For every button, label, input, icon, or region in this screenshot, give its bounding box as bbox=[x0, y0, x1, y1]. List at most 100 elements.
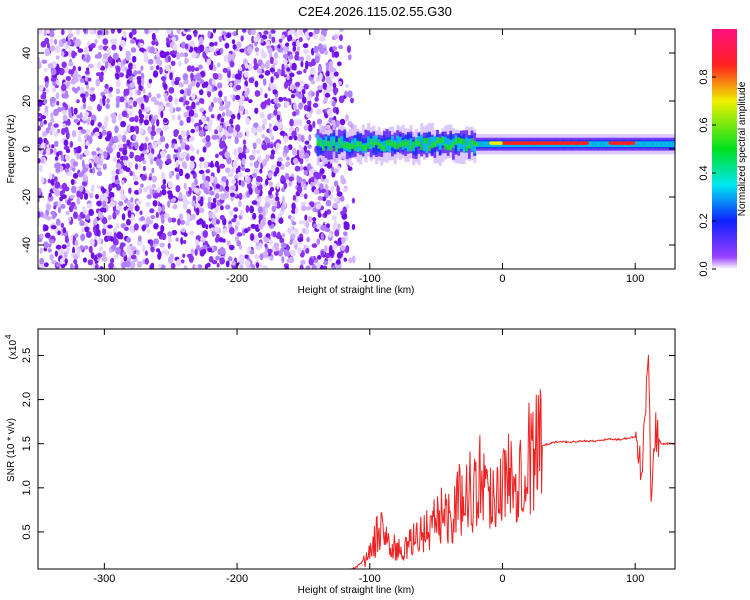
spectrogram-cell bbox=[375, 139, 379, 155]
spectrogram-cell bbox=[266, 98, 271, 104]
spectrogram-cell bbox=[84, 226, 89, 233]
spectrogram-cell bbox=[250, 223, 257, 229]
spectrogram-cell bbox=[147, 127, 152, 134]
spectrogram-cell bbox=[78, 217, 82, 222]
spectrogram-cell bbox=[343, 132, 347, 147]
spectrogram-cell bbox=[288, 34, 293, 42]
spectrogram-cell bbox=[299, 165, 304, 172]
spectrogram-cell bbox=[251, 200, 258, 205]
spectrogram-cell bbox=[269, 67, 275, 73]
spectrogram-cell bbox=[48, 243, 52, 248]
spectrogram-cell bbox=[156, 119, 160, 127]
spectrogram-cell bbox=[171, 114, 176, 121]
spectrogram-cell bbox=[238, 192, 243, 201]
spectrogram-cell bbox=[38, 137, 43, 145]
spectrogram-cell bbox=[292, 102, 297, 111]
spectrogram-cell bbox=[225, 109, 231, 117]
spectrogram-cell bbox=[112, 227, 118, 234]
spectrogram-cell bbox=[238, 200, 242, 208]
spectrogram-cell bbox=[286, 75, 290, 81]
spectrogram-cell bbox=[167, 200, 171, 208]
spectrogram-cell bbox=[161, 204, 165, 213]
spectrogram-cell bbox=[264, 243, 268, 248]
spectrogram-cell bbox=[107, 56, 113, 64]
spectrogram-cell bbox=[189, 230, 195, 236]
spectrogram-cell bbox=[90, 87, 95, 92]
spectrogram-cell bbox=[196, 244, 200, 251]
spectrogram-cell bbox=[213, 96, 218, 103]
spectrogram-cell bbox=[181, 195, 187, 200]
spectrogram-cell bbox=[297, 246, 302, 254]
spectrogram-cell bbox=[170, 60, 176, 67]
spectrogram-cell bbox=[64, 186, 70, 192]
spectrogram-cell bbox=[288, 256, 295, 264]
colorbar-tick-label: 0.4 bbox=[698, 165, 710, 180]
spectrogram-cell bbox=[186, 34, 192, 41]
spectrogram-cell bbox=[156, 93, 162, 99]
spectrogram-cell bbox=[212, 197, 217, 204]
spectrogram-cell bbox=[194, 67, 200, 72]
spectrogram-cell bbox=[305, 54, 312, 61]
spectrogram-cell bbox=[206, 90, 212, 98]
spectrogram-cell bbox=[70, 185, 77, 194]
spectrogram-cell bbox=[203, 180, 210, 185]
spectrogram-cell bbox=[61, 189, 66, 194]
spectrogram-cell bbox=[311, 243, 318, 248]
spectrogram-cell bbox=[351, 223, 356, 230]
spectrogram-cell bbox=[656, 141, 660, 148]
spectrogram-cell bbox=[88, 159, 93, 165]
spectrogram-cell bbox=[277, 44, 281, 49]
spectrogram-cell bbox=[248, 154, 255, 161]
spectrogram-cell bbox=[227, 256, 233, 262]
spectrogram-cell bbox=[214, 236, 220, 243]
spectrogram-cell bbox=[306, 95, 312, 102]
spectrogram-cell bbox=[322, 82, 328, 90]
spectrogram-cell bbox=[167, 235, 172, 244]
spectrogram-cell bbox=[122, 58, 127, 65]
spectrogram-cell bbox=[231, 53, 235, 62]
spectrogram-cell bbox=[120, 193, 127, 201]
spectrogram-cell bbox=[295, 127, 299, 133]
spectrogram-cell bbox=[336, 61, 342, 67]
spectrogram-cell bbox=[131, 29, 137, 36]
spectrogram-cell bbox=[316, 238, 321, 245]
spectrogram-cell bbox=[313, 45, 319, 54]
spectrogram-cell bbox=[140, 72, 145, 81]
spectrogram-cell bbox=[170, 262, 176, 269]
spectrogram-cell bbox=[121, 134, 127, 143]
spectrogram-cell bbox=[323, 178, 330, 184]
spectrogram-cell bbox=[216, 262, 220, 268]
spectrogram-cell bbox=[92, 166, 96, 174]
spectrogram-cell bbox=[150, 118, 156, 126]
spectrogram-cell bbox=[359, 133, 363, 148]
spectrogram-cell bbox=[133, 223, 139, 231]
spectrogram-cell bbox=[140, 174, 147, 181]
spectrogram-cell bbox=[87, 40, 91, 47]
spectrogram-cell bbox=[97, 51, 102, 59]
spectrogram-cell bbox=[101, 256, 108, 262]
spectrogram-cell bbox=[333, 219, 337, 228]
spectrogram-cell bbox=[231, 39, 236, 45]
spectrogram-cell bbox=[280, 247, 285, 252]
spectrogram-cell bbox=[342, 231, 348, 236]
spectrogram-cell bbox=[166, 29, 172, 35]
spectrogram-peak bbox=[608, 141, 636, 145]
spectrogram-cell bbox=[300, 204, 307, 212]
spectrogram-cell bbox=[38, 149, 43, 155]
spectrogram-cell bbox=[134, 205, 140, 212]
spectrogram-cell bbox=[189, 155, 195, 162]
spectrogram-cell bbox=[356, 140, 360, 147]
spectrogram-cell bbox=[672, 141, 675, 148]
spectrogram-cell bbox=[396, 143, 400, 150]
spectrogram-cell bbox=[151, 167, 155, 174]
spectrogram-cell bbox=[103, 120, 108, 129]
spectrogram-cell bbox=[207, 123, 212, 132]
spectrogram-cell bbox=[316, 141, 320, 157]
spectrogram-cell bbox=[182, 138, 187, 144]
spectrogram-cell bbox=[57, 230, 61, 236]
x-tick-label: -200 bbox=[226, 573, 248, 585]
spectrogram-cell bbox=[375, 139, 379, 146]
spectrogram-cell bbox=[344, 83, 350, 89]
spectrogram-cell bbox=[202, 146, 207, 153]
spectrogram-cell bbox=[298, 29, 304, 36]
